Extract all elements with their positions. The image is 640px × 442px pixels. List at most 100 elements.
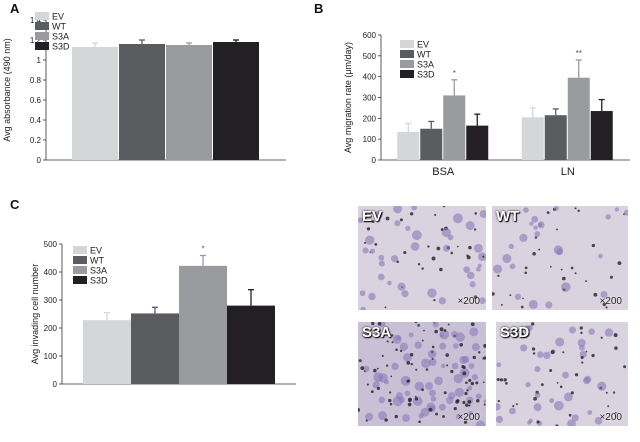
cell-blob <box>528 299 538 309</box>
pore-dot <box>431 345 435 349</box>
legend-label-wt: WT <box>417 50 431 60</box>
cell-blob <box>533 225 538 230</box>
pore-dot <box>540 383 544 387</box>
cell-blob <box>403 353 412 362</box>
cell-blob <box>473 243 483 253</box>
chart-b: 0 100 200 300 400 500 600 Avg migration rate (μ… <box>343 31 630 178</box>
cell-blob <box>411 230 422 241</box>
pore-dot <box>406 361 411 365</box>
pore-dot <box>533 396 538 401</box>
pore-dot <box>446 364 449 367</box>
pore-dot <box>496 378 500 382</box>
legend-label-s3d: S3D <box>417 70 435 80</box>
pore-dot <box>407 379 410 382</box>
pore-dot <box>417 324 420 327</box>
y-tick-label: 500 <box>44 240 58 249</box>
cell-blob <box>623 209 628 216</box>
pore-dot <box>439 327 444 332</box>
pore-dot <box>593 292 598 297</box>
cell-blob <box>427 288 437 298</box>
pore-dot <box>464 391 468 396</box>
y-axis-label: Avg absorbance (490 nm) <box>2 38 12 141</box>
pore-dot <box>394 414 398 419</box>
pore-dot <box>363 370 366 373</box>
pore-dot <box>556 381 559 384</box>
cell-blob <box>438 403 446 411</box>
significance-mark: * <box>453 69 456 78</box>
legend-swatch-wt <box>35 22 49 30</box>
pore-dot <box>607 405 610 408</box>
pore-dot <box>360 366 365 371</box>
cell-blob <box>519 233 528 243</box>
legend-swatch-s3a <box>73 266 87 274</box>
cell-blob <box>514 293 522 300</box>
micrograph-label: S3D <box>500 324 530 341</box>
y-tick-label: 400 <box>44 268 58 277</box>
legend-label-ev: EV <box>52 12 64 22</box>
cell-blob <box>588 328 595 336</box>
pore-dot <box>613 333 618 338</box>
y-tick-label: 300 <box>363 94 377 103</box>
cell-blob <box>453 342 459 349</box>
pore-dot <box>418 420 421 424</box>
pore-dot <box>574 272 577 275</box>
micrograph-image <box>496 322 628 426</box>
pore-dot <box>399 349 403 353</box>
cell-blob <box>471 343 480 352</box>
cell-blob <box>429 389 436 397</box>
cell-blob <box>534 392 541 398</box>
pore-dot <box>577 209 580 213</box>
cell-blob <box>496 415 504 423</box>
bar-ev <box>72 47 118 160</box>
cell-blob <box>383 379 390 385</box>
cell-blob <box>432 322 439 328</box>
bar-wt <box>420 128 443 160</box>
pore-dot <box>609 275 613 279</box>
cell-blob <box>556 248 563 256</box>
y-tick-label: 500 <box>363 52 377 61</box>
pore-dot <box>439 267 443 272</box>
pore-dot <box>549 369 553 372</box>
cell-blob <box>598 253 603 259</box>
pore-dot <box>492 292 495 296</box>
pore-dot <box>453 406 457 411</box>
pore-dot <box>370 390 374 394</box>
micrograph-magnification: ×200 <box>599 296 622 307</box>
chart-a: 0 0.2 0.4 0.6 0.8 1 1.2 1.4 Avg absorbance (490 … <box>2 12 286 165</box>
cell-blob <box>468 410 473 416</box>
panel-b-letter: B <box>314 1 323 16</box>
cell-blob <box>469 281 476 288</box>
y-tick-label: 400 <box>363 73 377 82</box>
micrograph-magnification: ×200 <box>457 412 480 423</box>
cell-blob <box>465 221 475 231</box>
pore-dot <box>556 228 558 231</box>
cell-blob <box>369 248 376 254</box>
bar-ev <box>521 117 544 160</box>
bar-s3d <box>227 305 275 384</box>
y-tick-label: 1 <box>37 56 42 65</box>
cell-blob <box>441 227 451 238</box>
pore-dot <box>602 302 607 307</box>
pore-dot <box>445 353 450 357</box>
cell-blob <box>399 342 408 351</box>
pore-dot <box>512 213 516 216</box>
pore-dot <box>455 399 460 403</box>
cell-blob <box>430 396 437 402</box>
cell-blob <box>479 209 486 219</box>
cell-blob <box>391 255 399 263</box>
cell-blob <box>471 374 478 381</box>
pore-dot <box>399 218 403 222</box>
cell-blob <box>476 267 481 272</box>
legend-label-ev: EV <box>90 246 102 256</box>
y-tick-label: 1.2 <box>30 36 42 45</box>
legend-label-wt: WT <box>90 256 104 266</box>
pore-dot <box>440 228 444 231</box>
cell-blob <box>451 362 459 370</box>
pore-dot <box>570 391 574 395</box>
cell-blob <box>387 280 392 286</box>
cell-blob <box>545 301 553 309</box>
bar-wt <box>131 313 179 384</box>
cell-blob <box>358 217 364 223</box>
y-tick-label: 200 <box>44 324 58 333</box>
